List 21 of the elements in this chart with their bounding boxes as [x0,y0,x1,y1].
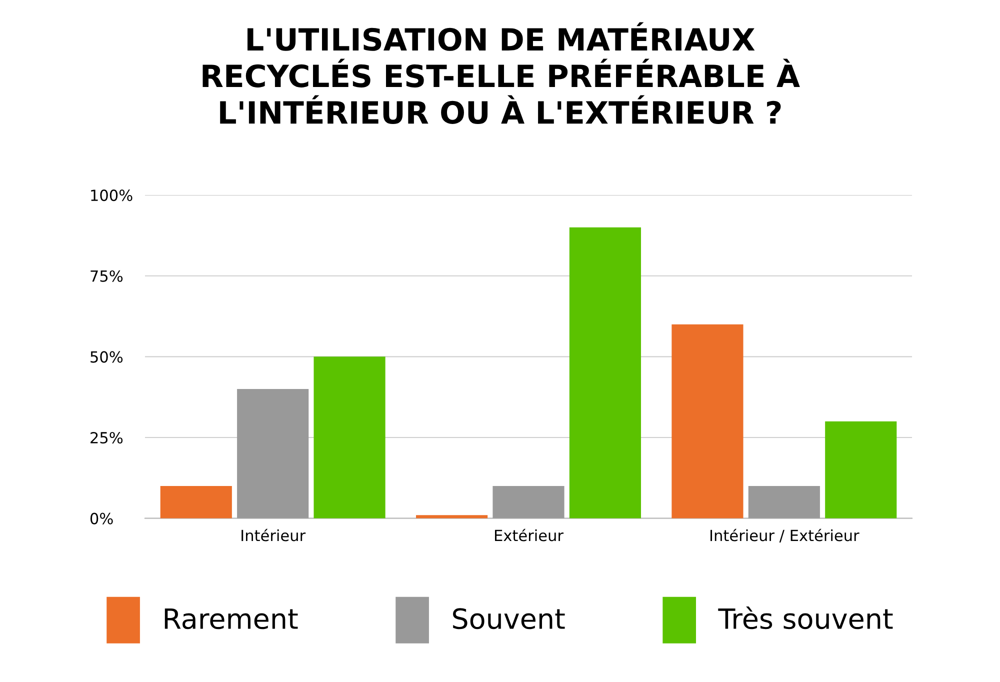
bar [672,324,744,518]
legend-label: Rarement [164,608,298,630]
y-tick-label: 100% [91,190,132,202]
y-tick-label: 25% [90,432,123,444]
x-tick-label: Intérieur [242,528,306,542]
bar [160,486,232,518]
legend-label: Très souvent [718,606,893,630]
bar [825,421,897,518]
x-tick-label: Intérieur / Extérieur [710,528,860,542]
bar [569,227,641,518]
x-tick-label: Extérieur [495,528,564,542]
y-tick-label: 75% [90,270,123,282]
bar [237,389,309,518]
legend-label: Souvent [453,608,565,630]
bar [492,486,564,518]
bar [314,356,386,518]
y-tick-label: 50% [90,351,123,363]
chart-title: L'UTILISATION DE MATÉRIAUX RECYCLÉS EST-ELLE PRÉFÉRABLE À L'INTÉRIEUR OU À L'EXTÉRIEUR ? [202,22,800,124]
y-tick-label: 0% [90,512,113,524]
bar [748,486,820,518]
bar [416,515,488,518]
